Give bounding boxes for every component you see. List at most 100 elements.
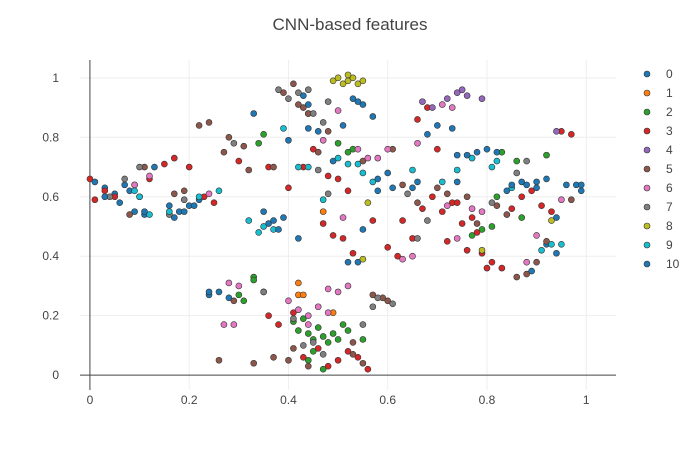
data-point[interactable] <box>344 258 352 266</box>
data-point[interactable] <box>324 339 332 346</box>
data-point[interactable] <box>334 288 342 296</box>
legend-item-10[interactable]: 10 <box>643 257 680 271</box>
data-point[interactable] <box>468 154 476 162</box>
data-point[interactable] <box>329 157 337 165</box>
data-point[interactable] <box>344 160 352 168</box>
data-point[interactable] <box>359 255 367 263</box>
data-point[interactable] <box>344 348 352 355</box>
data-point[interactable] <box>295 279 302 287</box>
data-point[interactable] <box>453 178 461 186</box>
data-point[interactable] <box>319 208 327 215</box>
data-point[interactable] <box>458 86 466 94</box>
data-point[interactable] <box>309 110 317 117</box>
data-point[interactable] <box>215 187 223 195</box>
data-point[interactable] <box>240 297 248 305</box>
data-point[interactable] <box>478 95 486 102</box>
data-point[interactable] <box>275 86 282 94</box>
data-point[interactable] <box>349 74 357 82</box>
data-point[interactable] <box>285 95 292 102</box>
legend-item-9[interactable]: 9 <box>643 238 673 252</box>
data-point[interactable] <box>215 356 223 364</box>
data-point[interactable] <box>359 101 367 108</box>
data-point[interactable] <box>235 157 243 165</box>
data-point[interactable] <box>518 178 526 186</box>
data-point[interactable] <box>319 136 327 144</box>
legend-item-0[interactable]: 0 <box>643 67 673 81</box>
data-point[interactable] <box>553 249 560 257</box>
data-point[interactable] <box>369 178 377 186</box>
data-point[interactable] <box>300 342 307 349</box>
legend-item-1[interactable]: 1 <box>643 86 673 100</box>
data-point[interactable] <box>334 139 342 147</box>
data-point[interactable] <box>300 315 307 322</box>
data-point[interactable] <box>344 282 352 290</box>
data-point[interactable] <box>225 279 233 287</box>
data-point[interactable] <box>300 104 307 111</box>
data-point[interactable] <box>205 119 213 126</box>
data-point[interactable] <box>121 175 128 183</box>
data-point[interactable] <box>483 264 491 272</box>
data-point[interactable] <box>304 125 312 132</box>
data-point[interactable] <box>364 365 372 373</box>
data-point[interactable] <box>250 359 258 367</box>
data-point[interactable] <box>533 258 540 266</box>
data-point[interactable] <box>359 157 367 165</box>
data-point[interactable] <box>131 181 138 189</box>
data-point[interactable] <box>523 157 530 165</box>
data-point[interactable] <box>300 291 307 299</box>
data-point[interactable] <box>443 190 451 198</box>
data-point[interactable] <box>304 163 312 171</box>
data-point[interactable] <box>170 214 178 221</box>
data-point[interactable] <box>314 128 322 135</box>
data-point[interactable] <box>528 187 535 195</box>
data-point[interactable] <box>334 336 342 343</box>
data-point[interactable] <box>146 211 153 218</box>
data-point[interactable] <box>324 190 332 198</box>
data-point[interactable] <box>319 351 327 358</box>
data-point[interactable] <box>463 193 471 201</box>
data-point[interactable] <box>319 333 327 340</box>
data-point[interactable] <box>523 181 530 189</box>
data-point[interactable] <box>245 217 253 224</box>
data-point[interactable] <box>334 154 342 162</box>
data-point[interactable] <box>543 151 550 159</box>
data-point[interactable] <box>453 151 461 159</box>
data-point[interactable] <box>339 122 347 129</box>
data-point[interactable] <box>91 196 99 204</box>
data-point[interactable] <box>533 232 540 239</box>
data-point[interactable] <box>453 199 461 207</box>
data-point[interactable] <box>265 220 272 227</box>
data-point[interactable] <box>250 276 258 284</box>
data-point[interactable] <box>349 249 357 257</box>
data-point[interactable] <box>304 362 312 370</box>
data-point[interactable] <box>324 362 332 370</box>
data-point[interactable] <box>344 71 352 79</box>
data-point[interactable] <box>324 128 332 135</box>
data-point[interactable] <box>498 264 506 272</box>
data-point[interactable] <box>260 208 267 215</box>
data-point[interactable] <box>285 184 292 192</box>
data-point[interactable] <box>324 309 332 317</box>
data-point[interactable] <box>339 80 347 88</box>
data-point[interactable] <box>146 172 153 180</box>
data-point[interactable] <box>225 294 233 302</box>
data-point[interactable] <box>364 154 372 162</box>
data-point[interactable] <box>483 145 491 153</box>
data-point[interactable] <box>344 148 352 156</box>
data-point[interactable] <box>245 166 253 174</box>
data-point[interactable] <box>463 151 471 159</box>
data-point[interactable] <box>493 202 501 209</box>
data-point[interactable] <box>493 193 501 201</box>
data-point[interactable] <box>424 217 431 224</box>
data-point[interactable] <box>563 181 570 189</box>
data-point[interactable] <box>488 199 496 207</box>
data-point[interactable] <box>448 125 456 132</box>
data-point[interactable] <box>141 208 148 215</box>
data-point[interactable] <box>468 214 476 221</box>
data-point[interactable] <box>309 348 317 355</box>
data-point[interactable] <box>513 157 521 165</box>
data-point[interactable] <box>225 133 233 141</box>
data-point[interactable] <box>463 92 471 99</box>
data-point[interactable] <box>478 208 486 215</box>
data-point[interactable] <box>369 217 377 224</box>
